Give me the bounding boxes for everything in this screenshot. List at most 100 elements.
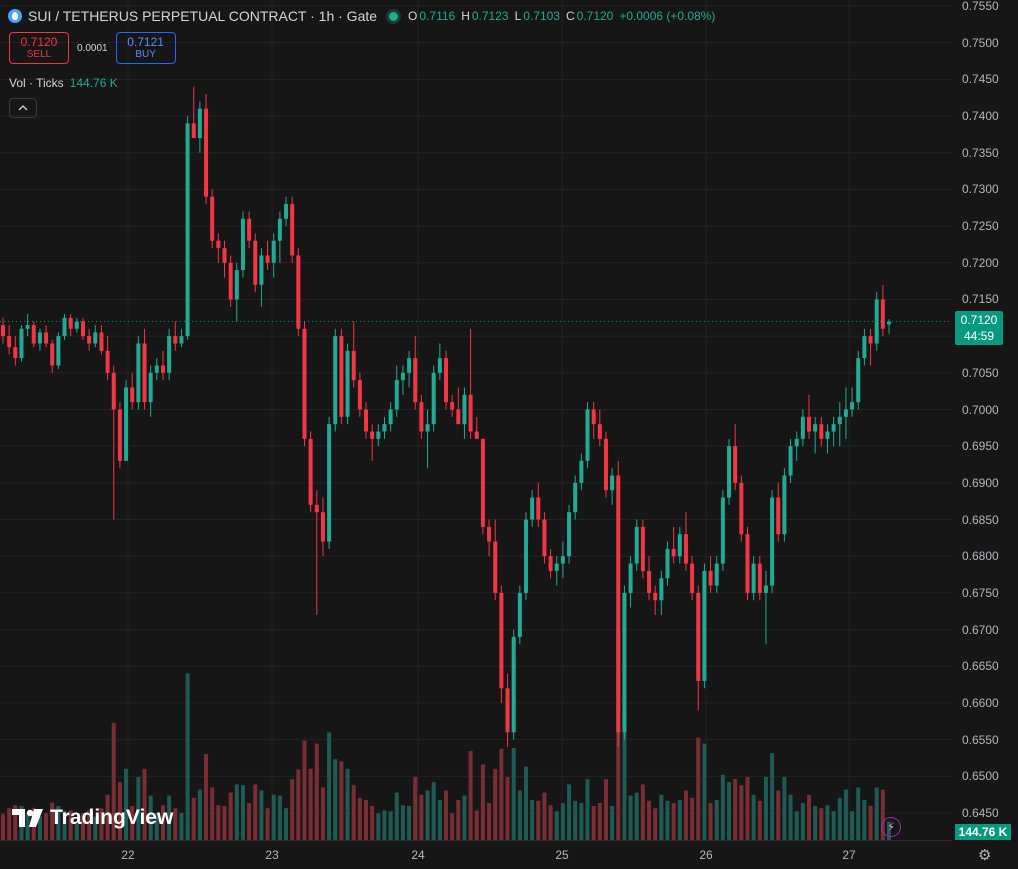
candle-body [536,497,541,520]
volume-bar [603,779,608,840]
price-tick-label: 0.6950 [962,439,999,454]
volume-bar [757,800,762,840]
candle-body [364,409,369,432]
candle-body [240,218,245,271]
price-tick-label: 0.6900 [962,475,999,490]
volume-bar [690,797,695,840]
time-scale[interactable]: 22 23 24 25 26 27 [0,840,952,869]
volume-bar [628,795,633,840]
candlestick-chart[interactable] [0,0,952,840]
ohlc-open-value: 0.7116 [419,9,456,23]
candle-body [468,394,473,432]
candle-body [296,255,301,329]
price-tick-label: 0.6750 [962,585,999,600]
volume-bar [437,800,442,840]
ohlc-open-key: O [408,9,418,23]
price-tick-label: 0.6600 [962,695,999,710]
volume-legend[interactable]: Vol · Ticks 144.76 K [9,76,118,90]
volume-bar [154,813,159,840]
volume-label: Vol · Ticks [9,76,64,90]
volume-bar [708,803,713,840]
candle-body [382,424,387,432]
volume-bar [770,753,775,840]
volume-bar [788,794,793,840]
volume-bar [253,784,258,840]
volume-bar [204,754,209,840]
volume-bar [597,803,602,840]
buy-button[interactable]: 0.7121 BUY [115,32,176,64]
volume-bar [862,800,867,840]
candle-body [93,332,98,344]
candle-body [450,402,455,410]
volume-bar [259,790,264,840]
volume-bar [185,673,190,840]
volume-bar [831,811,836,840]
ohlc-high-value: 0.7123 [471,9,509,23]
volume-bar [536,800,541,840]
volume-bar [517,790,522,840]
buy-label: BUY [135,49,156,60]
candle-body [868,336,873,344]
candle-body [683,534,688,564]
volume-bar [825,805,830,840]
candle-body [99,332,104,351]
volume-bar [794,811,799,840]
volume-bar [567,784,572,840]
volume-bar [80,813,85,840]
price-tick-label: 0.7450 [962,72,999,87]
price-tick-label: 0.6500 [962,769,999,784]
candle-body [720,497,725,564]
price-tick-label: 0.7200 [962,255,999,270]
price-tick-label: 0.6550 [962,732,999,747]
volume-bar [296,769,301,840]
candle-body [622,592,627,733]
volume-bar [462,795,467,840]
ohlc-low-value: 0.7103 [523,9,560,23]
candle-body [745,534,750,593]
candle-body [185,123,190,337]
candle-body [708,570,713,586]
time-tick-label: 22 [121,848,135,862]
candle-body [770,497,775,586]
candle-body [647,570,652,593]
price-tick-label: 0.6700 [962,622,999,637]
candle-body [277,218,282,241]
candle-body [887,321,891,325]
volume-bar [284,808,289,840]
volume-bar [530,800,535,840]
candle-body [228,262,233,300]
candle-body [616,475,621,733]
sell-button[interactable]: 0.7120 SELL [9,32,69,64]
volume-bar [222,806,227,840]
volume-bar [763,777,768,840]
gear-icon[interactable]: ⚙ [978,847,992,864]
chart-pane[interactable]: SUI / TETHERUS PERPETUAL CONTRACT · 1h ·… [0,0,952,840]
volume-bar [776,790,781,840]
candle-body [197,108,202,139]
lightning-icon[interactable]: ⚡ [881,817,901,837]
candle-body [862,336,867,359]
collapse-legend-button[interactable] [9,98,37,118]
sell-label: SELL [26,49,52,60]
candle-body [511,636,516,733]
time-tick-label: 27 [842,848,856,862]
candle-body [13,347,18,359]
price-scale[interactable]: 0.7550 0.7500 0.7450 0.7400 0.7350 0.7300 0.72… [952,0,1018,840]
candle-body [807,416,812,432]
volume-bar [683,790,688,840]
candle-body [314,504,319,513]
volume-bar [696,737,701,840]
candle-body [597,424,602,439]
candle-body [204,108,209,197]
candle-body [487,526,492,542]
candle-body [210,196,215,241]
volume-bar [837,797,842,840]
candle-body [105,350,110,373]
tradingview-logo[interactable]: TradingView [12,806,173,830]
candle-body [567,512,572,557]
candle-body [308,438,313,505]
volume-bar [677,800,682,840]
volume-bar [382,810,387,840]
symbol-title[interactable]: SUI / TETHERUS PERPETUAL CONTRACT · 1h ·… [28,8,378,24]
tradingview-logo-icon [12,809,43,827]
